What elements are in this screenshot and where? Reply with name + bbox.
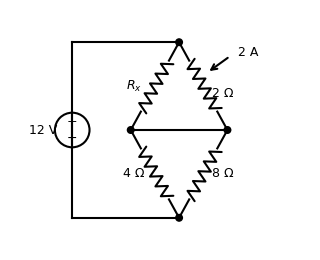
Circle shape — [224, 127, 231, 133]
Text: +: + — [67, 115, 77, 128]
Circle shape — [127, 127, 134, 133]
Circle shape — [176, 214, 182, 221]
Text: 2 A: 2 A — [237, 46, 258, 59]
Text: $R_x$: $R_x$ — [126, 79, 142, 94]
Text: 2 Ω: 2 Ω — [212, 87, 233, 100]
Text: 8 Ω: 8 Ω — [212, 167, 233, 180]
Text: 12 V: 12 V — [29, 124, 58, 136]
Circle shape — [176, 39, 182, 46]
Text: 4 Ω: 4 Ω — [123, 167, 144, 180]
Text: −: − — [67, 132, 77, 145]
